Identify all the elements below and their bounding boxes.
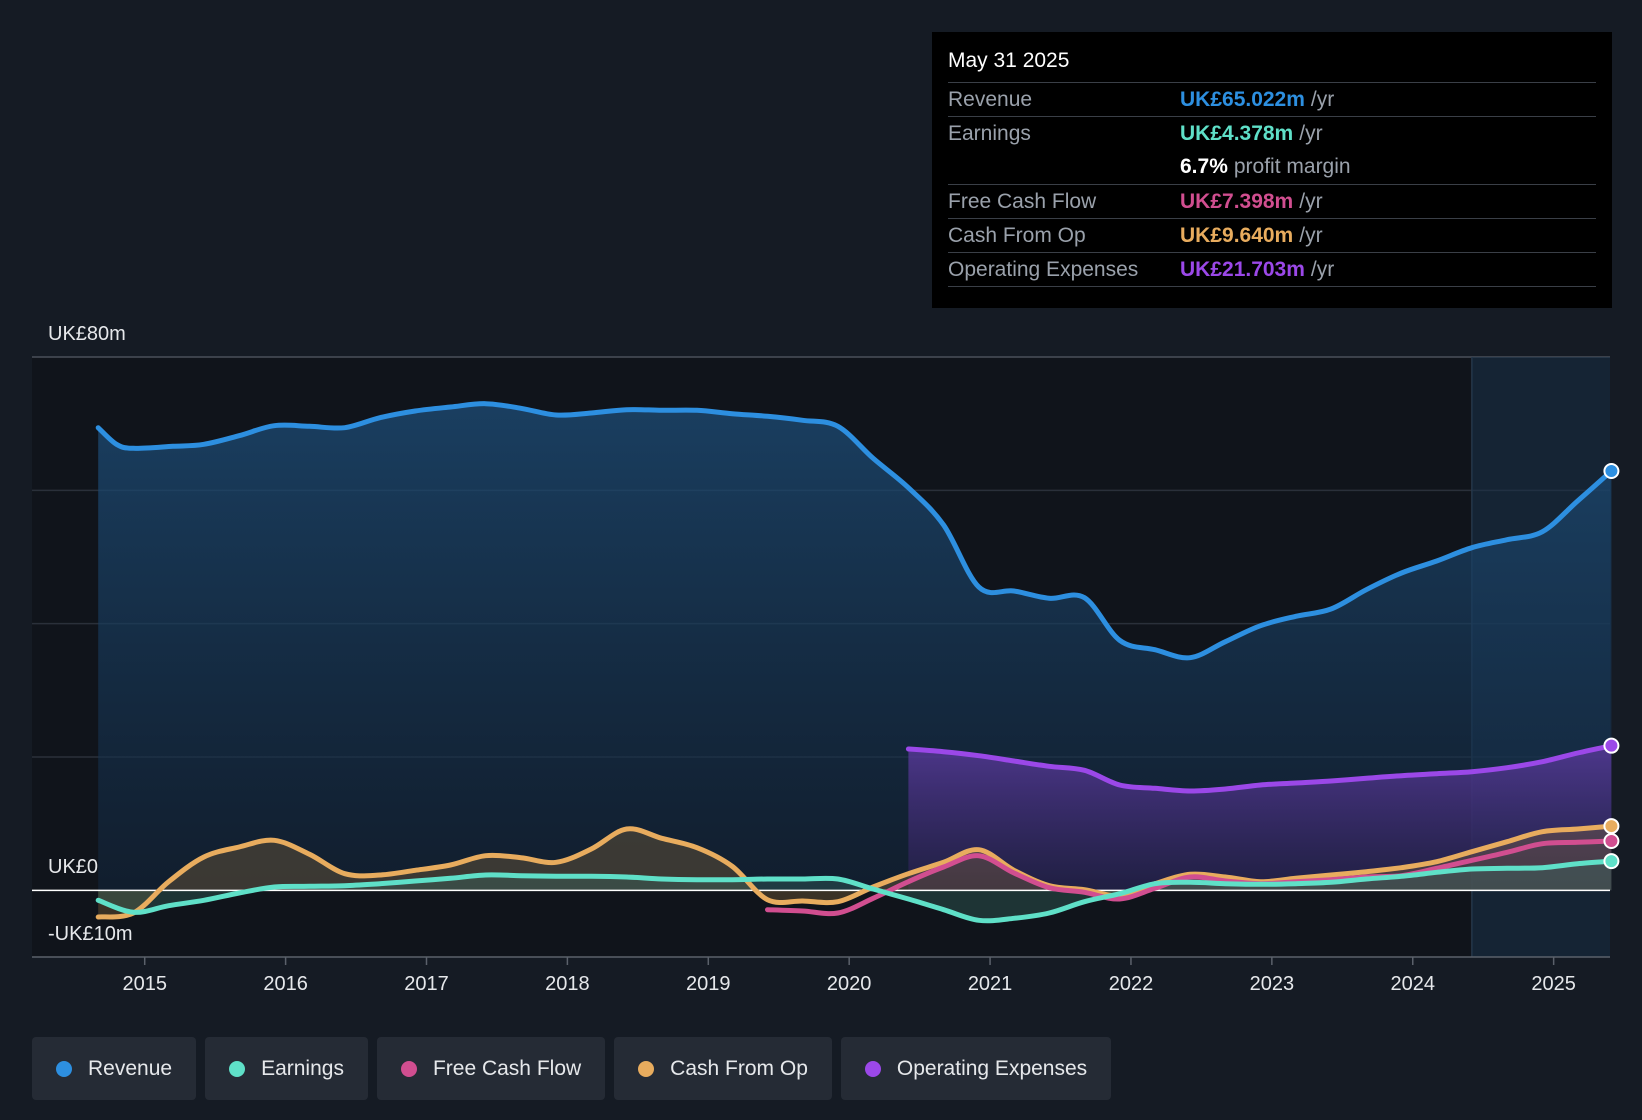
legend-item-operating-expenses[interactable]: Operating Expenses: [840, 1037, 1112, 1100]
legend-label: Operating Expenses: [896, 1056, 1088, 1080]
tooltip-value: UK£9.640m: [1180, 223, 1294, 247]
opex-area: [908, 745, 1612, 891]
x-tick-label: 2023: [1250, 973, 1295, 995]
tooltip-row-free-cash-flow: Free Cash Flow UK£7.398m /yr: [948, 185, 1596, 219]
x-tick-label: 2017: [404, 973, 449, 995]
revenue-line: [95, 401, 1614, 661]
x-tick-label: 2024: [1391, 973, 1436, 995]
free-cash-flow-dot-icon: [400, 1060, 417, 1077]
tooltip-label: Cash From Op: [948, 223, 1086, 247]
tooltip-unit: /yr: [1310, 257, 1335, 281]
y-label-zero: UK£0: [48, 856, 98, 878]
tooltip-value: 6.7%: [1180, 155, 1228, 178]
x-tick-label: 2022: [1109, 973, 1154, 995]
revenue-end-marker: [1603, 463, 1620, 479]
x-tick-label: 2019: [686, 973, 731, 995]
earnings-dot-icon: [229, 1060, 246, 1077]
opex-end-marker: [1603, 737, 1620, 754]
tooltip-unit: profit margin: [1233, 155, 1351, 178]
legend-label: Earnings: [261, 1056, 344, 1080]
legend-item-revenue[interactable]: Revenue: [32, 1037, 197, 1100]
tooltip-row-cash-from-op: Cash From Op UK£9.640m /yr: [948, 219, 1596, 253]
tooltip-panel: May 31 2025 Revenue UK£65.022m /yr Earni…: [932, 32, 1612, 308]
tooltip-row-profit-margin: 6.7% profit margin: [948, 150, 1596, 185]
x-tick-label: 2021: [968, 973, 1013, 995]
tooltip-row-revenue: Revenue UK£65.022m /yr: [948, 83, 1596, 117]
tooltip-row-operating-expenses: Operating Expenses UK£21.703m /yr: [948, 253, 1596, 287]
tooltip-label: Free Cash Flow: [948, 189, 1097, 213]
tooltip-label: Operating Expenses: [948, 257, 1139, 281]
tooltip-row-earnings: Earnings UK£4.378m /yr: [948, 117, 1596, 150]
tooltip-value: UK£4.378m: [1180, 121, 1294, 145]
tooltip-unit: /yr: [1299, 121, 1323, 145]
x-tick-label: 2018: [545, 973, 590, 995]
legend-label: Free Cash Flow: [432, 1056, 582, 1080]
tooltip-unit: /yr: [1299, 189, 1323, 213]
operating-expenses-dot-icon: [864, 1060, 881, 1077]
x-tick-label: 2016: [263, 973, 308, 995]
earnings-end-marker: [1603, 853, 1620, 870]
tooltip-unit: /yr: [1310, 87, 1335, 111]
legend-label: Cash From Op: [670, 1056, 808, 1080]
revenue-dot-icon: [56, 1060, 72, 1077]
revenue-area: [98, 403, 1612, 891]
earnings-line: [95, 858, 1614, 924]
legend-label: Revenue: [88, 1056, 173, 1080]
tooltip-unit: /yr: [1299, 223, 1323, 247]
tooltip-value: UK£65.022m: [1180, 87, 1305, 111]
tooltip-label: Revenue: [948, 87, 1033, 111]
fcf-line: [765, 838, 1614, 917]
legend: Revenue Earnings Free Cash Flow Cash Fro…: [32, 1037, 1112, 1100]
y-label-top: UK£80m: [48, 323, 126, 345]
legend-item-free-cash-flow[interactable]: Free Cash Flow: [376, 1037, 606, 1100]
fcf-end-marker: [1603, 833, 1620, 850]
legend-item-earnings[interactable]: Earnings: [205, 1037, 368, 1100]
cash-from-op-dot-icon: [638, 1060, 655, 1077]
tooltip-value: UK£7.398m: [1180, 189, 1294, 213]
tooltip-date: May 31 2025: [948, 46, 1596, 83]
tooltip-label: Earnings: [948, 121, 1031, 145]
x-tick-label: 2015: [122, 973, 167, 995]
x-tick-label: 2020: [827, 973, 872, 995]
cfo-end-marker: [1603, 818, 1620, 835]
x-tick-label: 2025: [1531, 973, 1576, 995]
y-label-bottom: -UK£10m: [48, 923, 132, 945]
tooltip-value: UK£21.703m: [1180, 257, 1305, 281]
cfo-line: [95, 823, 1614, 920]
opex-line: [905, 743, 1614, 794]
legend-item-cash-from-op[interactable]: Cash From Op: [614, 1037, 832, 1100]
